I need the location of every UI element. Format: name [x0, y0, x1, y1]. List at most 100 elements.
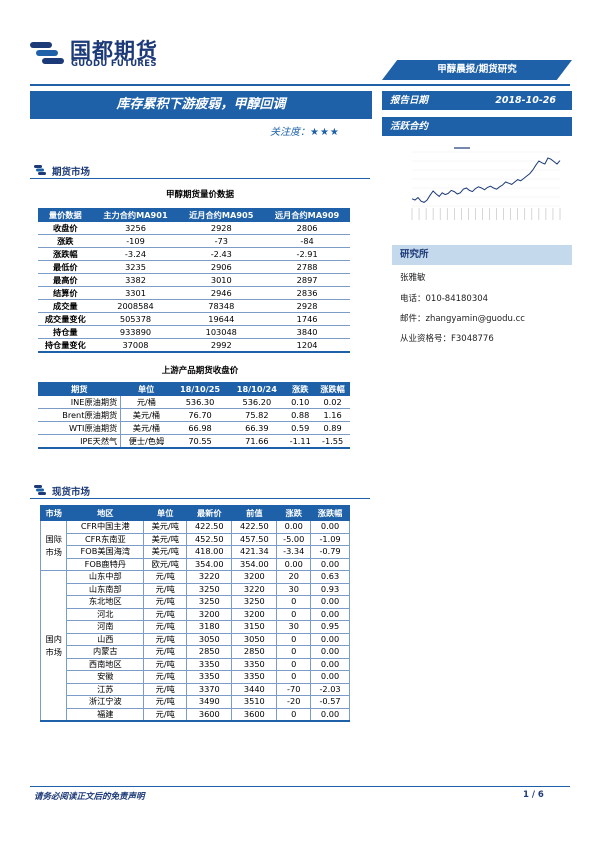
- futures-section-title: 期货市场: [52, 167, 91, 178]
- table-cell: -3.34: [276, 545, 312, 559]
- table-cell: -73: [178, 234, 265, 248]
- category-banner: 甲醇晨报/期货研究: [382, 60, 572, 80]
- footer-divider: [30, 786, 570, 787]
- table-cell: 3370: [186, 682, 233, 696]
- table-cell: 37008: [92, 338, 179, 353]
- table-cell: 3256: [92, 222, 179, 235]
- table-row: 最高价 3382 3010 2897: [38, 273, 350, 287]
- table-cell: 30: [276, 620, 312, 634]
- market-group-cell: 国内 市场: [39, 570, 68, 722]
- table-cell: 66.98: [171, 421, 229, 435]
- row-label: 成交量: [38, 299, 93, 313]
- table-cell: 3440: [231, 682, 278, 696]
- table-cell: 354.00: [186, 557, 233, 571]
- table-cell: 美元/吨: [143, 545, 188, 559]
- table-cell: 河南: [66, 620, 145, 634]
- table-row: FOB美国海湾 美元/吨 418.00 421.34 -3.34 -0.79: [41, 545, 350, 559]
- table-cell: 3200: [186, 607, 233, 621]
- analyst-name: 张雅敏: [400, 273, 426, 283]
- table-row: Brent原油期货 美元/桶 76.70 75.82 0.88 1.16: [38, 408, 350, 422]
- table-cell: 3050: [186, 632, 233, 646]
- table-cell: 3200: [231, 607, 278, 621]
- table-cell: 元/吨: [143, 695, 188, 709]
- table-cell: 418.00: [186, 545, 233, 559]
- table-cell: -5.00: [276, 532, 312, 546]
- table-cell: 3250: [186, 595, 233, 609]
- table-cell: 3220: [186, 570, 233, 584]
- analyst-license: 从业资格号：F3048776: [400, 334, 494, 344]
- table-cell: 3350: [231, 657, 278, 671]
- table-cell: 元/吨: [143, 595, 188, 609]
- header-divider: [30, 84, 570, 86]
- futures-section-divider: [30, 178, 370, 179]
- analyst-email[interactable]: 邮件：zhangyamin@guodu.cc: [400, 314, 525, 324]
- table-cell: 1.16: [315, 408, 350, 422]
- row-label: 成交量变化: [38, 312, 93, 326]
- table-cell: 0.89: [315, 421, 350, 435]
- table-cell: 3180: [186, 620, 233, 634]
- table-cell: 0.59: [285, 421, 316, 435]
- table-cell: 内蒙古: [66, 645, 145, 659]
- table-cell: 3600: [231, 707, 278, 722]
- table-cell: 0: [276, 607, 312, 621]
- table-cell: 2008584: [92, 299, 179, 313]
- table-cell: 2788: [264, 260, 350, 274]
- row-label: INE原油期货: [38, 396, 122, 409]
- row-label: Brent原油期货: [38, 408, 122, 422]
- analyst-phone: 电话：010-84180304: [400, 294, 489, 304]
- table-cell: 美元/桶: [120, 421, 172, 435]
- spot-table: 市场 地区 单位 最新价 前值 涨跌 涨跌幅 国际 市场 CFR中国主港 美元/吨 422.50 42…: [39, 505, 350, 722]
- futures-table: 量价数据 主力合约MA901 近月合约MA905 远月合约MA909 收盘价 3256 2…: [38, 208, 350, 353]
- table-cell: 0.00: [310, 595, 350, 609]
- table-cell: 0.00: [310, 707, 350, 722]
- table-cell: 421.34: [231, 545, 278, 559]
- table-row: 江苏 元/吨 3370 3440 -70 -2.03: [41, 682, 350, 696]
- futures-table-caption: 甲醇期货量价数据: [165, 190, 234, 200]
- column-header: 涨跌幅: [310, 505, 350, 521]
- column-header: 18/10/24: [228, 382, 286, 396]
- table-cell: 2946: [178, 286, 265, 300]
- column-header: 单位: [143, 505, 188, 521]
- table-cell: -2.03: [310, 682, 350, 696]
- company-logo-icon: [30, 42, 64, 64]
- row-label: 持仓量: [38, 325, 93, 339]
- table-cell: 536.20: [228, 396, 286, 409]
- table-cell: 2992: [178, 338, 265, 353]
- disclaimer-link[interactable]: 请务必阅读正文后的免责声明: [34, 792, 145, 802]
- table-cell: 0: [276, 645, 312, 659]
- column-header: 远月合约MA909: [264, 208, 350, 222]
- table-cell: 浙江宁波: [66, 695, 145, 709]
- table-cell: 元/吨: [143, 707, 188, 722]
- table-cell: 19644: [178, 312, 265, 326]
- institute-heading: 研究所: [400, 249, 429, 260]
- table-cell: -1.11: [285, 434, 316, 449]
- table-cell: 933890: [92, 325, 179, 339]
- column-header: 主力合约MA901: [92, 208, 179, 222]
- table-cell: 东北地区: [66, 595, 145, 609]
- table-cell: 0.00: [310, 520, 350, 534]
- table-row: WTI原油期货 美元/桶 66.98 66.39 0.59 0.89: [38, 421, 350, 435]
- table-row: 浙江宁波 元/吨 3490 3510 -20 -0.57: [41, 695, 350, 709]
- table-cell: 1746: [264, 312, 350, 326]
- column-header: 单位: [120, 382, 172, 396]
- table-cell: 422.50: [186, 520, 233, 534]
- table-row: 收盘价 3256 2928 2806: [38, 222, 350, 235]
- column-header: 量价数据: [38, 208, 93, 222]
- table-cell: 71.66: [228, 434, 286, 449]
- table-cell: 103048: [178, 325, 265, 339]
- row-label: 最高价: [38, 273, 93, 287]
- table-row: INE原油期货 元/桶 536.30 536.20 0.10 0.02: [38, 396, 350, 409]
- table-cell: 0.00: [276, 520, 312, 534]
- table-cell: -2.91: [264, 247, 350, 261]
- table-cell: 3600: [186, 707, 233, 722]
- table-cell: 2928: [264, 299, 350, 313]
- table-cell: 30: [276, 582, 312, 596]
- table-row: 成交量 2008584 78348 2928: [38, 299, 350, 313]
- column-header: 涨跌幅: [315, 382, 350, 396]
- table-row: IPE天然气 便士/色姆 70.55 71.66 -1.11 -1.55: [38, 434, 350, 449]
- table-row: 山东南部 元/吨 3250 3220 30 0.93: [41, 582, 350, 596]
- column-header: 涨跌: [276, 505, 312, 521]
- table-cell: 2836: [264, 286, 350, 300]
- table-cell: 元/吨: [143, 670, 188, 684]
- table-cell: 3200: [231, 570, 278, 584]
